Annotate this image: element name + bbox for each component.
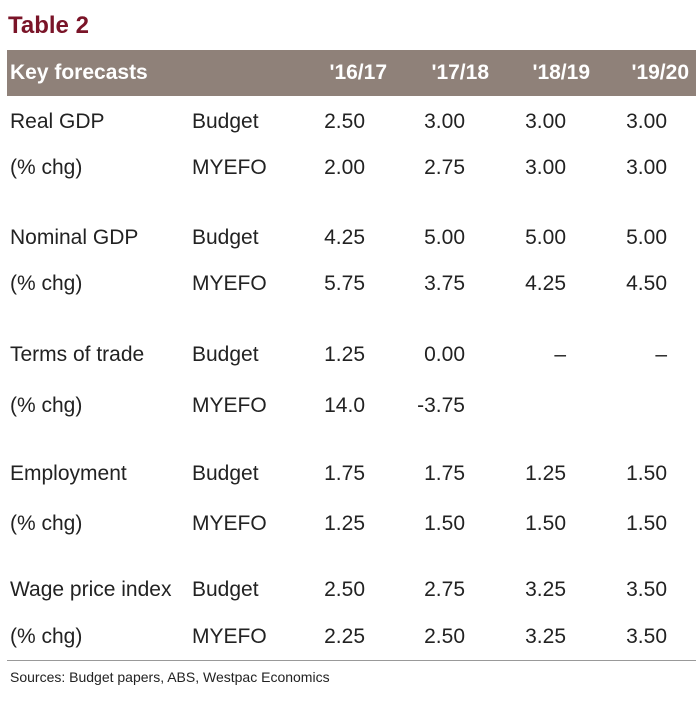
- row-label: (% chg): [10, 272, 83, 295]
- divider: [7, 660, 696, 661]
- table-row: (% chg) MYEFO 5.75 3.75 4.25 4.50: [0, 272, 700, 302]
- cell-value: 1.75: [424, 462, 465, 485]
- header-year: '17/18: [431, 61, 489, 84]
- cell-value: 3.00: [626, 110, 667, 133]
- cell-value: 2.50: [324, 578, 365, 601]
- cell-value: 3.75: [424, 272, 465, 295]
- cell-value: 2.00: [324, 156, 365, 179]
- table-row: Terms of trade Budget 1.25 0.00 – –: [0, 343, 700, 373]
- cell-value: 0.00: [424, 343, 465, 366]
- cell-value: 5.00: [424, 226, 465, 249]
- cell-value: 2.25: [324, 625, 365, 648]
- table-row: (% chg) MYEFO 1.25 1.50 1.50 1.50: [0, 512, 700, 542]
- row-type: MYEFO: [192, 272, 267, 295]
- cell-value: -3.75: [417, 394, 465, 417]
- cell-value: 5.00: [525, 226, 566, 249]
- header-year: '18/19: [532, 61, 590, 84]
- header-label: Key forecasts: [10, 61, 148, 84]
- header-year: '19/20: [631, 61, 689, 84]
- row-label: Wage price index: [10, 578, 172, 601]
- cell-value: 5.00: [626, 226, 667, 249]
- header-year: '16/17: [329, 61, 387, 84]
- row-type: Budget: [192, 110, 259, 133]
- cell-value: 1.50: [424, 512, 465, 535]
- cell-value: –: [554, 343, 566, 366]
- cell-value: 3.25: [525, 625, 566, 648]
- table-header: Key forecasts '16/17 '17/18 '18/19 '19/2…: [7, 50, 696, 96]
- row-label: (% chg): [10, 512, 83, 535]
- cell-value: 1.50: [626, 462, 667, 485]
- cell-value: 1.25: [324, 512, 365, 535]
- cell-value: 3.50: [626, 625, 667, 648]
- row-label: (% chg): [10, 394, 83, 417]
- row-label: Real GDP: [10, 110, 105, 133]
- table-row: (% chg) MYEFO 2.25 2.50 3.25 3.50: [0, 625, 700, 655]
- cell-value: 1.25: [324, 343, 365, 366]
- cell-value: 3.50: [626, 578, 667, 601]
- cell-value: 2.50: [324, 110, 365, 133]
- sources-note: Sources: Budget papers, ABS, Westpac Eco…: [10, 669, 330, 685]
- cell-value: 4.25: [525, 272, 566, 295]
- cell-value: 2.50: [424, 625, 465, 648]
- cell-value: 1.25: [525, 462, 566, 485]
- cell-value: 1.50: [525, 512, 566, 535]
- table-row: Wage price index Budget 2.50 2.75 3.25 3.50: [0, 578, 700, 608]
- cell-value: 4.50: [626, 272, 667, 295]
- cell-value: 14.0: [324, 394, 365, 417]
- cell-value: 1.75: [324, 462, 365, 485]
- table-row: Employment Budget 1.75 1.75 1.25 1.50: [0, 462, 700, 492]
- cell-value: 2.75: [424, 156, 465, 179]
- cell-value: 5.75: [324, 272, 365, 295]
- row-label: Terms of trade: [10, 343, 145, 366]
- table-row: Real GDP Budget 2.50 3.00 3.00 3.00: [0, 110, 700, 140]
- row-label: (% chg): [10, 625, 83, 648]
- cell-value: 4.25: [324, 226, 365, 249]
- row-type: Budget: [192, 462, 259, 485]
- row-type: MYEFO: [192, 156, 267, 179]
- cell-value: 3.00: [525, 156, 566, 179]
- row-type: Budget: [192, 578, 259, 601]
- row-type: Budget: [192, 343, 259, 366]
- cell-value: 3.25: [525, 578, 566, 601]
- table-row: (% chg) MYEFO 2.00 2.75 3.00 3.00: [0, 156, 700, 186]
- table-row: (% chg) MYEFO 14.0 -3.75: [0, 394, 700, 424]
- cell-value: 1.50: [626, 512, 667, 535]
- row-type: MYEFO: [192, 512, 267, 535]
- row-label: Employment: [10, 462, 127, 485]
- row-label: Nominal GDP: [10, 226, 139, 249]
- row-type: MYEFO: [192, 625, 267, 648]
- cell-value: 2.75: [424, 578, 465, 601]
- row-label: (% chg): [10, 156, 83, 179]
- table-row: Nominal GDP Budget 4.25 5.00 5.00 5.00: [0, 226, 700, 256]
- table-title: Table 2: [8, 12, 89, 39]
- row-type: Budget: [192, 226, 259, 249]
- row-type: MYEFO: [192, 394, 267, 417]
- cell-value: 3.00: [626, 156, 667, 179]
- cell-value: 3.00: [525, 110, 566, 133]
- cell-value: 3.00: [424, 110, 465, 133]
- cell-value: –: [655, 343, 667, 366]
